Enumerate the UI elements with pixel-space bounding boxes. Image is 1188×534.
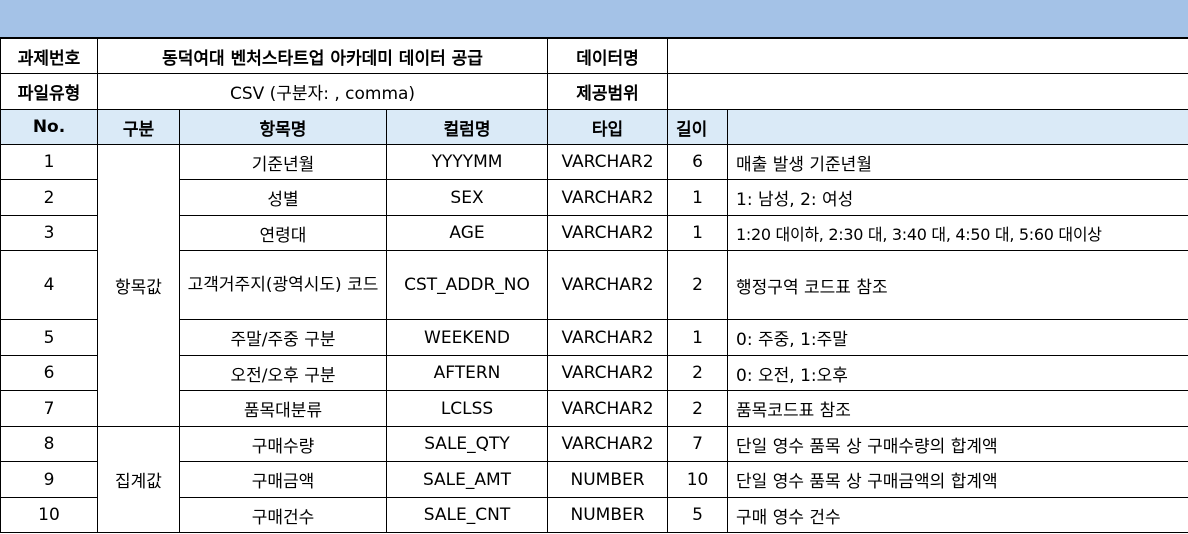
scope-label: 제공범위: [547, 73, 669, 110]
row-desc: 구매 영수 건수: [727, 497, 1188, 533]
row-column: SEX: [385, 179, 549, 216]
table-row: 6 오전/오후 구분 AFTERN VARCHAR2 2 0: 오전, 1:오후: [0, 355, 1188, 391]
row-name: 성별: [179, 179, 387, 216]
row-no: 3: [0, 215, 98, 251]
row-length: 7: [667, 426, 729, 462]
row-desc: 품목코드표 참조: [727, 390, 1188, 427]
row-no: 2: [0, 179, 98, 216]
row-length: 2: [667, 355, 729, 391]
row-desc: 행정구역 코드표 참조: [727, 250, 1188, 320]
title-bar: [0, 0, 1188, 38]
row-name: 고객거주지(광역시도) 코드: [179, 250, 387, 320]
row-name: 구매금액: [179, 461, 387, 498]
group-cell-item: 항목값: [97, 144, 180, 427]
row-desc: 1: 남성, 2: 여성: [727, 179, 1188, 216]
row-column: SALE_CNT: [385, 497, 549, 533]
row-length: 5: [667, 497, 729, 533]
row-desc: 0: 오전, 1:오후: [727, 355, 1188, 391]
row-column: LCLSS: [385, 390, 549, 427]
row-type: VARCHAR2: [547, 390, 669, 427]
row-length: 1: [667, 215, 729, 251]
row-no: 1: [0, 144, 98, 180]
row-name: 오전/오후 구분: [179, 355, 387, 391]
row-type: VARCHAR2: [547, 426, 669, 462]
scope-value: [667, 73, 1188, 110]
table-row: 5 주말/주중 구분 WEEKEND VARCHAR2 1 0: 주중, 1:주…: [0, 319, 1188, 356]
data-spec-table: 과제번호 동덕여대 벤처스타트업 아카데미 데이터 공급 데이터명 파일유형 C…: [0, 38, 1188, 533]
table-row: 2 성별 SEX VARCHAR2 1 1: 남성, 2: 여성: [0, 179, 1188, 216]
row-length: 2: [667, 390, 729, 427]
table-row: 9 구매금액 SALE_AMT NUMBER 10 단일 영수 품목 상 구매금…: [0, 461, 1188, 498]
col-header-type: 타입: [547, 109, 669, 145]
row-desc: 매출 발생 기준년월: [727, 144, 1188, 180]
col-header-no: No.: [0, 109, 98, 145]
row-type: NUMBER: [547, 461, 669, 498]
row-name: 구매건수: [179, 497, 387, 533]
column-header-row: No. 구분 항목명 컬럼명 타입 길이: [0, 109, 1188, 145]
row-length: 2: [667, 250, 729, 320]
assignment-label: 과제번호: [0, 38, 98, 74]
table-row: 8 집계값 구매수량 SALE_QTY VARCHAR2 7 단일 영수 품목 …: [0, 426, 1188, 533]
row-length: 6: [667, 144, 729, 180]
row-name: 주말/주중 구분: [179, 319, 387, 356]
row-desc: 0: 주중, 1:주말: [727, 319, 1188, 356]
col-header-column: 컬럼명: [385, 109, 549, 145]
row-no: 9: [0, 461, 98, 498]
table-row: 4 고객거주지(광역시도) 코드 CST_ADDR_NO VARCHAR2 2 …: [0, 250, 1188, 320]
row-type: NUMBER: [547, 497, 669, 533]
row-no: 6: [0, 355, 98, 391]
row-type: VARCHAR2: [547, 250, 669, 320]
row-name: 기준년월: [179, 144, 387, 180]
row-column: WEEKEND: [385, 319, 549, 356]
row-no: 5: [0, 319, 98, 356]
filetype-value: CSV (구분자: , comma): [96, 73, 549, 110]
meta-row-1: 과제번호 동덕여대 벤처스타트업 아카데미 데이터 공급 데이터명: [0, 38, 1188, 74]
row-desc: 단일 영수 품목 상 구매금액의 합계액: [727, 461, 1188, 498]
row-type: VARCHAR2: [547, 144, 669, 180]
row-type: VARCHAR2: [547, 319, 669, 356]
row-name: 구매수량: [179, 426, 387, 462]
row-column: YYYYMM: [385, 144, 549, 180]
table-row: 7 품목대분류 LCLSS VARCHAR2 2 품목코드표 참조: [0, 390, 1188, 427]
dataname-label: 데이터명: [547, 38, 669, 74]
row-column: SALE_QTY: [385, 426, 549, 462]
row-no: 10: [0, 497, 98, 533]
row-type: VARCHAR2: [547, 355, 669, 391]
row-no: 8: [0, 426, 98, 462]
col-header-group: 구분: [97, 109, 180, 145]
col-header-length: 길이: [667, 109, 729, 145]
table-row: 10 구매건수 SALE_CNT NUMBER 5 구매 영수 건수: [0, 497, 1188, 533]
group-cell-aggregate: 집계값: [97, 426, 180, 533]
row-column: SALE_AMT: [385, 461, 549, 498]
row-column: CST_ADDR_NO: [385, 250, 549, 320]
row-column: AFTERN: [385, 355, 549, 391]
row-length: 1: [667, 179, 729, 216]
row-length: 10: [667, 461, 729, 498]
row-type: VARCHAR2: [547, 215, 669, 251]
table-row: 1 항목값 기준년월 YYYYMM VARCHAR2 6 매출 발생 기준년월: [0, 144, 1188, 427]
row-name: 연령대: [179, 215, 387, 251]
row-type: VARCHAR2: [547, 179, 669, 216]
row-desc: 1:20 대이하, 2:30 대, 3:40 대, 4:50 대, 5:60 대…: [727, 215, 1188, 251]
dataname-value: [667, 38, 1188, 74]
row-desc: 단일 영수 품목 상 구매수량의 합계액: [727, 426, 1188, 462]
col-header-desc: [727, 109, 1188, 145]
meta-row-2: 파일유형 CSV (구분자: , comma) 제공범위: [0, 73, 1188, 110]
filetype-label: 파일유형: [0, 73, 98, 110]
row-no: 4: [0, 250, 98, 320]
row-name: 품목대분류: [179, 390, 387, 427]
assignment-value: 동덕여대 벤처스타트업 아카데미 데이터 공급: [96, 38, 549, 74]
col-header-name: 항목명: [179, 109, 387, 145]
row-no: 7: [0, 390, 98, 427]
table-row: 3 연령대 AGE VARCHAR2 1 1:20 대이하, 2:30 대, 3…: [0, 215, 1188, 251]
row-column: AGE: [385, 215, 549, 251]
row-length: 1: [667, 319, 729, 356]
